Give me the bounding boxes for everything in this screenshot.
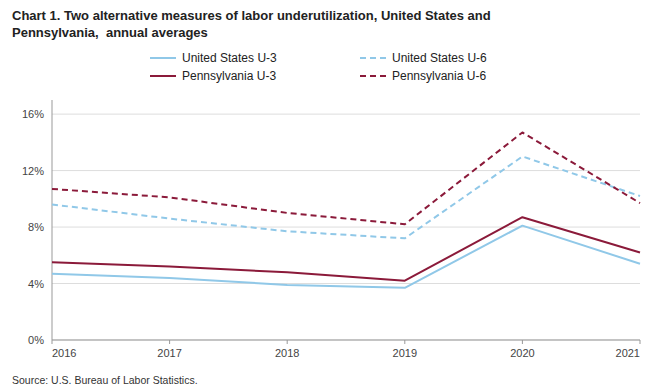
y-grid xyxy=(52,114,640,340)
x-tick-label: 2018 xyxy=(275,347,299,359)
subtitle: Pennsylvania, annual averages xyxy=(12,25,208,40)
x-tick xyxy=(522,340,523,344)
y-tick-label: 16% xyxy=(22,108,44,120)
grid-line xyxy=(52,114,640,115)
x-tick-label: 2021 xyxy=(616,347,640,359)
y-tick-label: 8% xyxy=(28,221,44,233)
x-tick-label: 2020 xyxy=(510,347,534,359)
x-tick xyxy=(52,340,53,344)
x-tick xyxy=(404,340,405,344)
y-tick-label: 4% xyxy=(28,278,44,290)
x-tick xyxy=(640,340,641,344)
grid-line xyxy=(52,283,640,284)
annotation: Source: U.S. Bureau of Labor Statistics. xyxy=(12,374,198,386)
legend-label: Pennsylvania U-3 xyxy=(182,69,276,83)
legend-label: United States U-3 xyxy=(182,51,277,65)
series-line xyxy=(52,132,640,224)
y-tick-label: 0% xyxy=(28,334,44,346)
legend-label: Pennsylvania U-6 xyxy=(392,69,486,83)
legend-label: United States U-6 xyxy=(392,51,487,65)
series-lines xyxy=(52,132,640,287)
y-axis-line xyxy=(52,100,53,340)
legend-swatch xyxy=(360,75,386,77)
grid-line xyxy=(52,340,640,341)
x-tick-label: 2016 xyxy=(52,347,76,359)
legend: United States U-3 United States U-6 Pennsy… xyxy=(150,51,487,83)
legend-swatch xyxy=(150,75,176,77)
legend-swatch xyxy=(360,57,386,59)
chart-container: Chart 1. Two alternative measures of lab… xyxy=(0,0,660,391)
x-tick-label: 2019 xyxy=(393,347,417,359)
chart-svg: Chart 1. Two alternative measures of lab… xyxy=(0,0,660,391)
legend-swatch xyxy=(150,57,176,59)
x-tick xyxy=(169,340,170,344)
x-axis-line xyxy=(52,340,640,341)
x-tick xyxy=(287,340,288,344)
title: Chart 1. Two alternative measures of lab… xyxy=(12,8,491,23)
x-tick-label: 2017 xyxy=(157,347,181,359)
series-line xyxy=(52,217,640,281)
grid-line xyxy=(52,170,640,171)
y-tick-label: 12% xyxy=(22,165,44,177)
